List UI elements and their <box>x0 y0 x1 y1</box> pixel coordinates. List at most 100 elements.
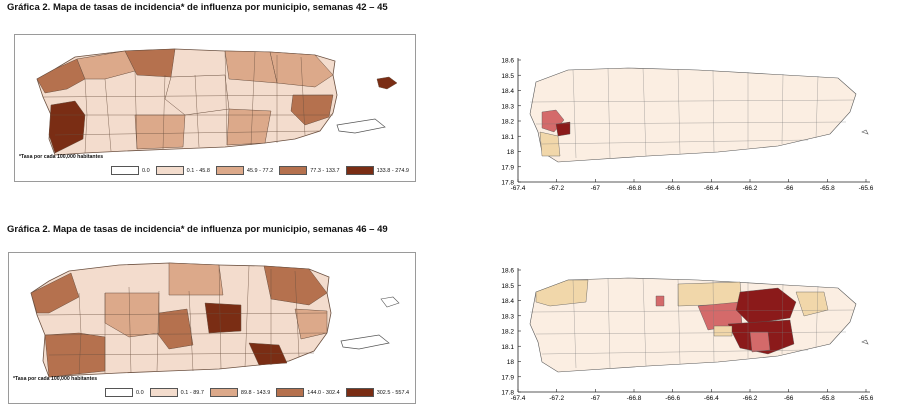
x-tick-label: -66.6 <box>665 395 680 402</box>
legend-items: 0.0 0.1 - 89.7 89.8 - 143.9 144.0 - 302.… <box>105 388 409 397</box>
legend-item: 302.5 - 557.4 <box>345 388 410 397</box>
x-tick-label: -66 <box>784 185 794 192</box>
region-caguas <box>204 302 242 334</box>
region-west <box>30 272 80 314</box>
x-tick-label: -66.8 <box>627 395 642 402</box>
x-tick-label: -65.6 <box>859 185 874 192</box>
y-tick-label: 18.6 <box>501 268 514 275</box>
legend-item: 77.3 - 133.7 <box>279 166 340 175</box>
legend-item: 89.8 - 143.9 <box>209 388 271 397</box>
legend-label: 77.3 - 133.7 <box>310 167 340 174</box>
y-tick-label: 18.3 <box>501 103 514 110</box>
y-tick-label: 18.2 <box>501 329 514 336</box>
x-tick-label: -66 <box>784 395 794 402</box>
offshore-island <box>861 129 869 135</box>
legend-swatch <box>111 166 139 175</box>
x-tick-label: -66.2 <box>743 395 758 402</box>
municipality-map-panel: *Tasa por cada 100,000 habitantes 0.0 0.… <box>8 252 416 404</box>
legend-label: 0.1 - 89.7 <box>180 389 204 396</box>
y-tick-label: 18 <box>507 149 515 156</box>
figure-title: Gráfica 2. Mapa de tasas de incidencia* … <box>7 224 388 235</box>
region-south-mid <box>134 114 186 150</box>
vieques-island <box>336 118 386 134</box>
legend-note: *Tasa por cada 100,000 habitantes <box>13 376 98 382</box>
municipality-borders <box>529 67 855 159</box>
legend: *Tasa por cada 100,000 habitantes 0.0 0.… <box>13 376 411 400</box>
y-tick-label: 17.8 <box>501 390 514 397</box>
legend-swatch <box>345 166 374 175</box>
legend-swatch <box>209 388 238 397</box>
y-tick-label: 17.9 <box>501 164 514 171</box>
legend-item: 144.0 - 302.4 <box>276 388 340 397</box>
x-tick-label: -67.2 <box>549 395 564 402</box>
y-tick-label: 18.6 <box>501 58 514 65</box>
y-tick-label: 18.4 <box>501 298 514 305</box>
culebra-island <box>380 296 400 308</box>
legend-swatch <box>276 388 305 397</box>
x-tick-label: -66.4 <box>704 185 719 192</box>
y-tick-label: 18.3 <box>501 313 514 320</box>
x-tick-label: -65.8 <box>820 395 835 402</box>
region-center <box>164 74 230 116</box>
region-mid-north <box>168 262 224 296</box>
y-tick-label: 18.5 <box>501 73 514 80</box>
legend-label: 133.8 - 274.9 <box>376 167 409 174</box>
legend-items: 0.0 0.1 - 45.8 45.9 - 77.2 77.3 - 133.7 … <box>111 166 409 175</box>
region-west-dark <box>48 100 86 154</box>
x-tick-label: -66.8 <box>627 185 642 192</box>
region-north-mid <box>76 50 136 80</box>
x-tick-label: -67 <box>591 395 601 402</box>
x-tick-label: -66.2 <box>743 185 758 192</box>
legend-item: 133.8 - 274.9 <box>345 166 409 175</box>
highlight-region <box>535 279 589 307</box>
highlight-region <box>735 287 797 325</box>
coordinate-map-plot: 18.6 18.5 18.4 18.3 18.2 18.1 18 17.9 17.8 -67.4… <box>501 58 874 193</box>
legend-label: 302.5 - 557.4 <box>376 389 410 396</box>
y-tick-label: 18.1 <box>501 344 514 351</box>
municipality-map-panel: *Tasa por cada 100,000 habitantes 0.0 0.… <box>14 34 416 182</box>
y-tick-label: 17.8 <box>501 180 514 187</box>
x-axis: -67.4 -67.2 -67 -66.8 -66.6 -66.4 -66.2 -66 -65.… <box>511 179 874 192</box>
coordinate-map-plot: 18.6 18.5 18.4 18.3 18.2 18.1 18 17.9 17.8 -67.4… <box>501 268 874 403</box>
highlight-region <box>713 325 733 337</box>
offshore-island <box>861 339 869 345</box>
highlight-region <box>655 295 665 307</box>
legend-item: 0.0 <box>105 388 144 397</box>
x-tick-label: -66.4 <box>704 395 719 402</box>
x-tick-label: -65.6 <box>859 395 874 402</box>
municipality-borders <box>529 277 855 369</box>
x-tick-label: -67.4 <box>511 185 526 192</box>
legend-swatch <box>105 388 133 397</box>
legend-label: 89.8 - 143.9 <box>240 389 271 396</box>
legend-label: 144.0 - 302.4 <box>307 389 340 396</box>
legend-label: 0.1 - 45.8 <box>186 167 210 174</box>
highlight-region <box>749 331 771 353</box>
legend-swatch <box>345 388 374 397</box>
x-tick-label: -67 <box>591 185 601 192</box>
municipality-borders <box>36 264 328 376</box>
x-tick-label: -67.4 <box>511 395 526 402</box>
region-mid-east <box>224 50 278 84</box>
x-tick-label: -66.6 <box>665 185 680 192</box>
legend-label: 0.0 <box>136 389 144 396</box>
legend-swatch <box>279 166 308 175</box>
region-southeast <box>226 108 272 146</box>
legend-note: *Tasa por cada 100,000 habitantes <box>19 154 104 160</box>
island-outline <box>529 67 857 163</box>
y-tick-label: 18 <box>507 359 515 366</box>
legend-swatch <box>215 166 244 175</box>
legend-label: 45.9 - 77.2 <box>246 167 274 174</box>
legend-item: 0.1 - 89.7 <box>149 388 204 397</box>
choropleth-map <box>30 262 400 378</box>
legend-swatch <box>149 388 178 397</box>
y-axis: 18.6 18.5 18.4 18.3 18.2 18.1 18 17.9 17.8 <box>501 268 521 397</box>
highlight-region <box>677 281 743 307</box>
legend-item: 45.9 - 77.2 <box>215 166 274 175</box>
culebra-island <box>376 76 398 90</box>
x-tick-label: -65.8 <box>820 185 835 192</box>
region-southeast-dark <box>248 342 288 366</box>
legend: *Tasa por cada 100,000 habitantes 0.0 0.… <box>19 154 411 178</box>
y-tick-label: 18.2 <box>501 119 514 126</box>
legend-label: 0.0 <box>142 167 150 174</box>
vieques-island <box>340 334 390 350</box>
